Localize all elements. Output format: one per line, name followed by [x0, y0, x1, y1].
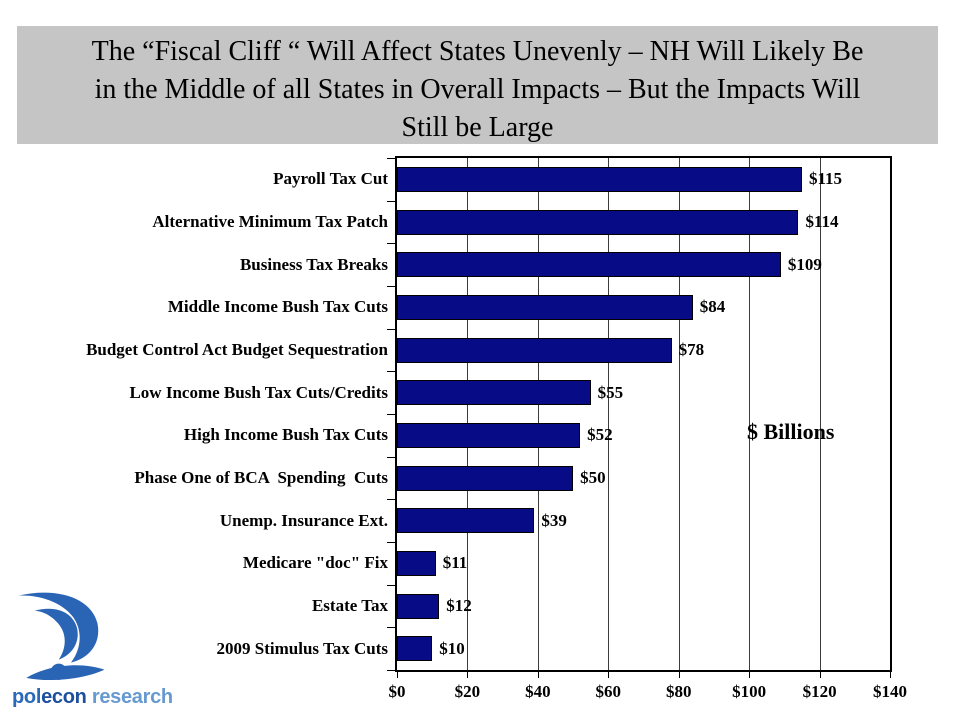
bar: [397, 337, 672, 363]
x-tick-label: $140: [873, 682, 907, 701]
value-label: $78: [678, 340, 705, 359]
gridline: [749, 158, 751, 670]
gridline: [678, 158, 680, 670]
category-label: Phase One of BCA Spending Cuts: [134, 468, 388, 487]
y-axis-tick: [387, 414, 395, 415]
value-label: $109: [787, 254, 822, 274]
value-label: $12: [446, 596, 472, 615]
gridline: [819, 158, 821, 670]
value-label: $10: [439, 638, 465, 658]
x-axis-tick: [890, 670, 891, 678]
y-axis-tick: [387, 499, 395, 501]
category-label: Business Tax Breaks: [239, 254, 388, 274]
chart-plot-area: $115 $114 $109 $84 $78 $55 $52 $50 $39 $11 $12 $10 $…: [387, 156, 907, 701]
category-label: High Income Bush Tax Cuts: [183, 425, 388, 445]
x-tick-label: $40: [525, 682, 551, 701]
bar: [397, 465, 574, 491]
logo-word: pol: [12, 686, 42, 708]
polecon-logo-mark-icon: [18, 592, 105, 681]
bar: [397, 252, 781, 278]
y-axis-tick: [387, 456, 395, 458]
x-axis-tick: [819, 670, 821, 678]
x-axis-tick: [537, 670, 539, 678]
y-axis-tick: [387, 158, 395, 159]
logo-word: research: [86, 686, 173, 708]
y-axis-tick: [387, 670, 395, 671]
category-label: Medicare "doc" Fix: [242, 553, 388, 573]
y-axis-tick: [387, 627, 395, 629]
value-label: $11: [442, 553, 468, 573]
bar: [397, 166, 802, 192]
value-label: $115: [808, 169, 843, 189]
y-axis-tick: [387, 584, 395, 586]
y-axis-tick: [387, 200, 395, 202]
bar: [397, 294, 693, 320]
x-tick-label: $80: [665, 682, 692, 701]
bar: [397, 380, 591, 406]
x-tick-label: $120: [802, 682, 837, 701]
category-label: Budget Control Act Budget Sequestration: [86, 340, 388, 359]
value-label: $39: [541, 510, 567, 530]
bar: [397, 593, 440, 619]
polecon-logo: polecon research: [8, 560, 173, 715]
gridline: [537, 158, 539, 670]
y-axis-tick: [387, 371, 395, 373]
y-axis-tick: [387, 286, 395, 287]
x-tick-label: $100: [732, 682, 767, 701]
category-label: Payroll Tax Cut: [273, 169, 388, 189]
category-label: Alternative Minimum Tax Patch: [152, 212, 388, 231]
gridline: [608, 158, 610, 670]
value-label: $55: [597, 382, 624, 402]
gridline: [467, 158, 469, 670]
category-label: Middle Income Bush Tax Cuts: [167, 297, 388, 317]
x-tick-label: $60: [595, 682, 622, 701]
category-label: Low Income Bush Tax Cuts/Credits: [129, 382, 388, 402]
value-label: $50: [580, 468, 606, 487]
bar: [397, 209, 799, 235]
category-label: 2009 Stimulus Tax Cuts: [216, 638, 388, 658]
category-axis-labels: Payroll Tax Cut Alternative Minimum Tax P…: [12, 158, 388, 670]
title-line-1: The “Fiscal Cliff “ Will Affect States U…: [91, 36, 864, 67]
x-axis-tick: [749, 670, 751, 678]
x-tick-label: $20: [454, 682, 481, 701]
x-axis-tick: [467, 670, 469, 678]
category-label: Unemp. Insurance Ext.: [219, 510, 388, 530]
value-label: $84: [699, 297, 726, 317]
category-label: Estate Tax: [311, 596, 388, 615]
title-line-3: Still be Large: [401, 112, 554, 143]
slide-title: The “Fiscal Cliff “ Will Affect States U…: [17, 26, 938, 144]
bar: [397, 422, 581, 448]
x-axis-tick: [397, 670, 398, 678]
bar: [397, 508, 535, 534]
y-axis-tick: [387, 542, 395, 543]
title-line-2: in the Middle of all States in Overall I…: [94, 74, 861, 105]
polecon-logo-text: polecon research: [12, 686, 173, 709]
x-tick-label: $0: [388, 682, 406, 701]
bar: [397, 636, 433, 662]
value-label: $52: [587, 425, 613, 445]
x-axis-tick: [678, 670, 680, 678]
logo-word: econ: [41, 686, 87, 708]
value-label: $114: [805, 212, 839, 231]
x-axis-tick: [608, 670, 610, 678]
y-axis-tick: [387, 328, 395, 330]
bar: [397, 550, 436, 576]
units-annotation: $ Billions: [747, 419, 835, 444]
y-axis-tick: [387, 243, 395, 245]
